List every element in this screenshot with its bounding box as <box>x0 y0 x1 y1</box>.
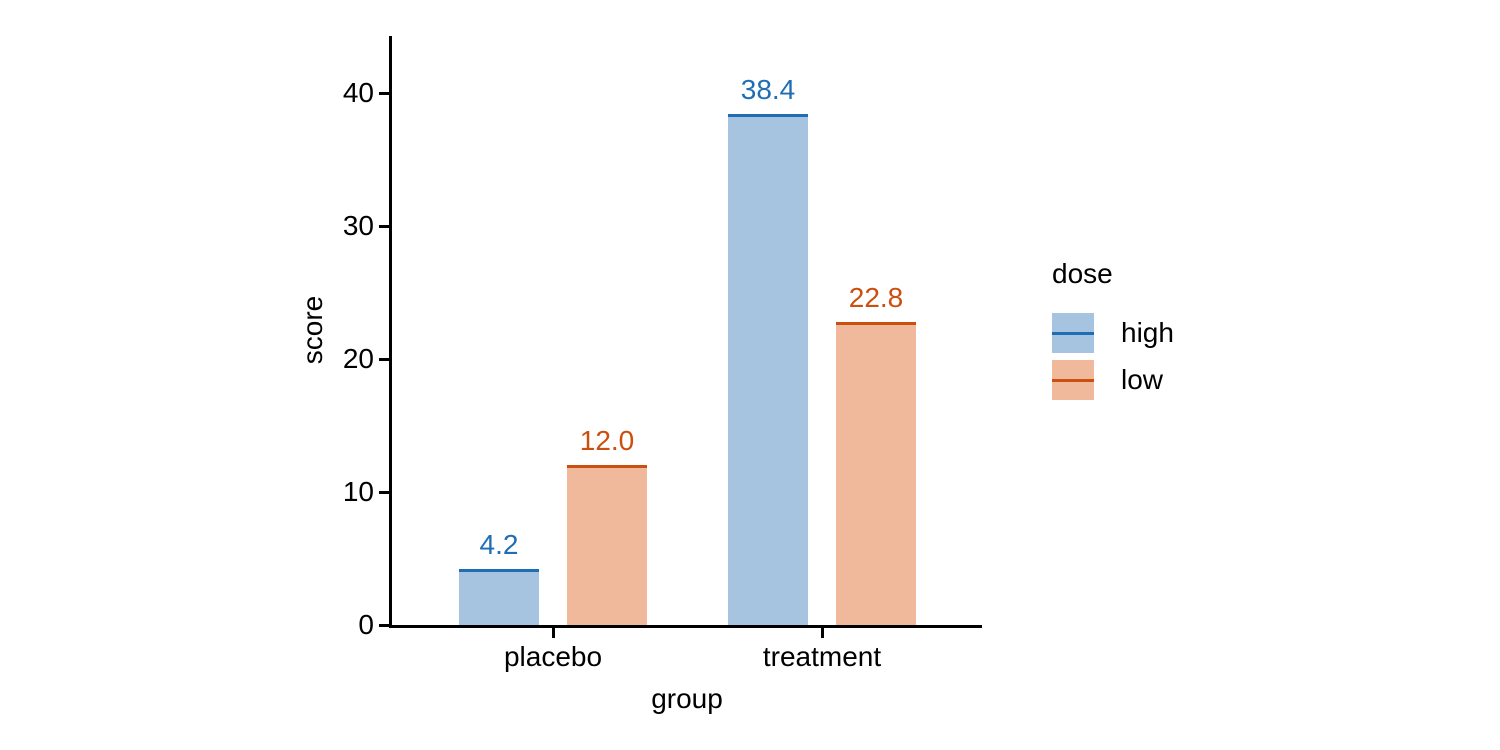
x-tick-label-placebo: placebo <box>503 641 603 672</box>
legend-label-low: low <box>1121 364 1164 395</box>
bar-placebo-high <box>459 569 539 625</box>
legend: dose high low <box>1050 259 1270 400</box>
y-tick-20 <box>379 357 389 361</box>
y-tick-label-20: 20 <box>342 343 374 374</box>
y-tick-30 <box>379 224 389 228</box>
y-tick-label-0: 0 <box>358 609 374 640</box>
legend-item-low: low <box>1050 360 1270 400</box>
y-tick-10 <box>379 490 389 494</box>
x-axis-line <box>389 625 982 628</box>
y-tick-40 <box>379 91 389 95</box>
legend-swatch-line-high <box>1052 331 1094 335</box>
bar-treatment-low <box>836 321 916 625</box>
bar-treatment-high <box>728 114 808 625</box>
legend-title: dose <box>1052 258 1113 289</box>
legend-label-high: high <box>1121 317 1174 348</box>
value-label-placebo-low: 12.0 <box>579 425 635 457</box>
x-tick-treatment <box>820 628 824 638</box>
value-label-treatment-low: 22.8 <box>848 281 904 313</box>
x-tick-placebo <box>551 628 555 638</box>
legend-items: high low <box>1050 313 1270 400</box>
y-tick-0 <box>379 623 389 627</box>
y-tick-label-40: 40 <box>342 77 374 108</box>
y-axis-title: score <box>297 295 328 365</box>
x-tick-label-treatment: treatment <box>762 641 882 672</box>
bar-placebo-low <box>567 465 647 625</box>
y-tick-label-30: 30 <box>342 210 374 241</box>
y-tick-label-10: 10 <box>342 476 374 507</box>
y-axis-line <box>389 36 392 628</box>
legend-swatch-high <box>1052 313 1094 353</box>
legend-item-high: high <box>1050 313 1270 353</box>
value-label-treatment-high: 38.4 <box>740 74 796 106</box>
legend-swatch-line-low <box>1052 378 1094 382</box>
x-axis-title: group <box>651 683 723 714</box>
value-label-placebo-high: 4.2 <box>479 529 519 561</box>
legend-swatch-low <box>1052 360 1094 400</box>
